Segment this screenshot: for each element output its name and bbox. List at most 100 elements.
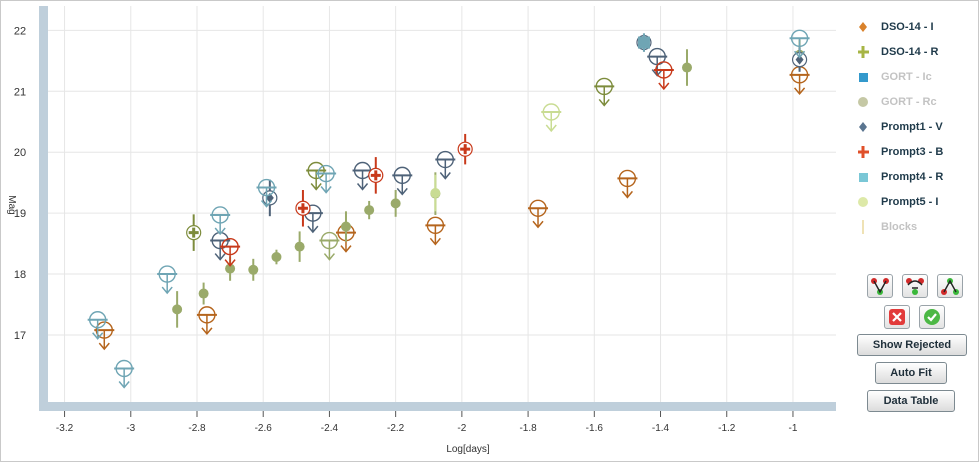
limit-arrow: [214, 253, 226, 261]
limit-arrow: [621, 190, 633, 199]
legend-item-prompt3-b[interactable]: Prompt3 - B: [857, 139, 978, 164]
legend-item-dso14-i[interactable]: DSO-14 - I: [858, 14, 978, 39]
plus-icon: [857, 45, 878, 59]
y-axis-bar: [39, 6, 48, 411]
legend-item-prompt5-i[interactable]: Prompt5 - I: [858, 189, 978, 214]
diamond-icon: [858, 120, 878, 134]
legend-item-gort-rc[interactable]: GORT - Rc: [858, 89, 978, 114]
series-0: [94, 66, 810, 351]
x-tick-label: -3: [126, 423, 135, 434]
line-icon: [858, 219, 878, 234]
data-point-circle: [340, 221, 351, 232]
accept-icon[interactable]: [919, 305, 945, 329]
legend-label: GORT - Rc: [881, 95, 937, 108]
limit-arrow: [356, 183, 369, 191]
reject-icon[interactable]: [884, 305, 910, 329]
data-table-button[interactable]: Data Table: [867, 390, 955, 412]
circle-icon: [858, 195, 878, 209]
square-icon: [858, 170, 878, 184]
limit-arrow: [201, 327, 213, 336]
legend-label: DSO-14 - I: [881, 20, 934, 33]
x-axis-bar: [39, 402, 836, 411]
legend-label: Prompt3 - B: [881, 145, 944, 158]
limit-arrow: [161, 286, 173, 295]
legend: DSO-14 - I DSO-14 - R GORT - Ic GORT - R…: [857, 14, 978, 239]
y-axis-title: Mag: [6, 195, 17, 214]
x-tick-label: -3.2: [56, 423, 74, 434]
legend-item-gort-ic[interactable]: GORT - Ic: [858, 64, 978, 89]
limit-arrow: [92, 332, 104, 340]
data-point-circle: [430, 188, 441, 199]
data-point-plus: [297, 203, 308, 214]
legend-item-prompt1-v[interactable]: Prompt1 - V: [858, 114, 978, 139]
limit-arrow: [532, 220, 544, 229]
data-point-circle: [172, 304, 183, 315]
y-tick-label: 17: [14, 330, 26, 342]
data-point-circle: [198, 288, 209, 299]
data-point-circle: [271, 252, 282, 263]
limit-arrow: [429, 237, 441, 246]
legend-item-blocks[interactable]: Blocks: [858, 214, 978, 239]
x-tick-label: -2.8: [188, 423, 206, 434]
show-rejected-button[interactable]: Show Rejected: [857, 334, 967, 356]
legend-item-prompt4-r[interactable]: Prompt4 - R: [858, 164, 978, 189]
fit-peak-icon[interactable]: [937, 274, 963, 298]
data-point-plus: [370, 170, 381, 181]
series-7: [430, 103, 562, 212]
x-tick-label: -1.2: [718, 423, 736, 434]
x-tick-label: -2.2: [387, 423, 405, 434]
limit-arrow: [794, 50, 806, 59]
y-tick-label: 22: [14, 25, 26, 37]
x-tick-label: -1.8: [519, 423, 537, 434]
x-tick-label: -2.4: [321, 423, 339, 434]
fit-powerlaw-icon[interactable]: [867, 274, 893, 298]
data-point-diamond: [795, 54, 804, 65]
circle-icon: [858, 95, 878, 109]
legend-label: Blocks: [881, 220, 918, 233]
limit-arrow: [98, 342, 110, 351]
series-6: [87, 29, 810, 389]
limit-arrow: [224, 259, 236, 267]
y-tick-label: 20: [14, 147, 26, 159]
limit-arrow: [118, 381, 130, 389]
x-tick-label: -2: [457, 423, 466, 434]
series-4: [210, 33, 808, 261]
series-3: [172, 39, 805, 328]
square-icon: [858, 70, 878, 84]
limit-arrow: [396, 187, 408, 196]
legend-label: DSO-14 - R: [881, 45, 939, 58]
x-tick-label: -1: [789, 423, 798, 434]
legend-label: Prompt5 - I: [881, 195, 939, 208]
limit-arrow: [794, 87, 806, 96]
series-1: [186, 77, 615, 251]
auto-fit-button[interactable]: Auto Fit: [875, 362, 947, 384]
y-tick-label: 18: [14, 269, 26, 281]
fit-broken-icon[interactable]: [902, 274, 928, 298]
diamond-icon: [858, 20, 878, 34]
data-point-circle: [390, 198, 401, 209]
data-point-plus: [460, 144, 471, 155]
data-point-circle: [248, 264, 259, 275]
data-point-circle: [294, 241, 305, 252]
x-tick-label: -2.6: [255, 423, 273, 434]
x-tick-label: -1.4: [652, 423, 670, 434]
limit-arrow: [323, 253, 336, 261]
data-point-circle: [682, 62, 693, 73]
limit-arrow: [310, 183, 322, 191]
y-tick-label: 21: [14, 86, 26, 98]
data-point-circle: [225, 263, 236, 274]
limit-arrow: [439, 172, 451, 180]
x-tick-label: -1.6: [586, 423, 604, 434]
legend-label: GORT - Ic: [881, 70, 932, 83]
series-5: [220, 61, 674, 267]
y-tick-label: 19: [14, 208, 26, 220]
limit-arrow: [214, 227, 226, 236]
limit-arrow: [545, 124, 557, 133]
x-axis-title: Log[days]: [446, 444, 490, 455]
data-point-circle: [364, 205, 375, 216]
legend-item-dso14-r[interactable]: DSO-14 - R: [857, 39, 978, 64]
limit-arrow: [307, 225, 319, 234]
legend-label: Prompt1 - V: [881, 120, 943, 133]
legend-label: Prompt4 - R: [881, 170, 944, 183]
